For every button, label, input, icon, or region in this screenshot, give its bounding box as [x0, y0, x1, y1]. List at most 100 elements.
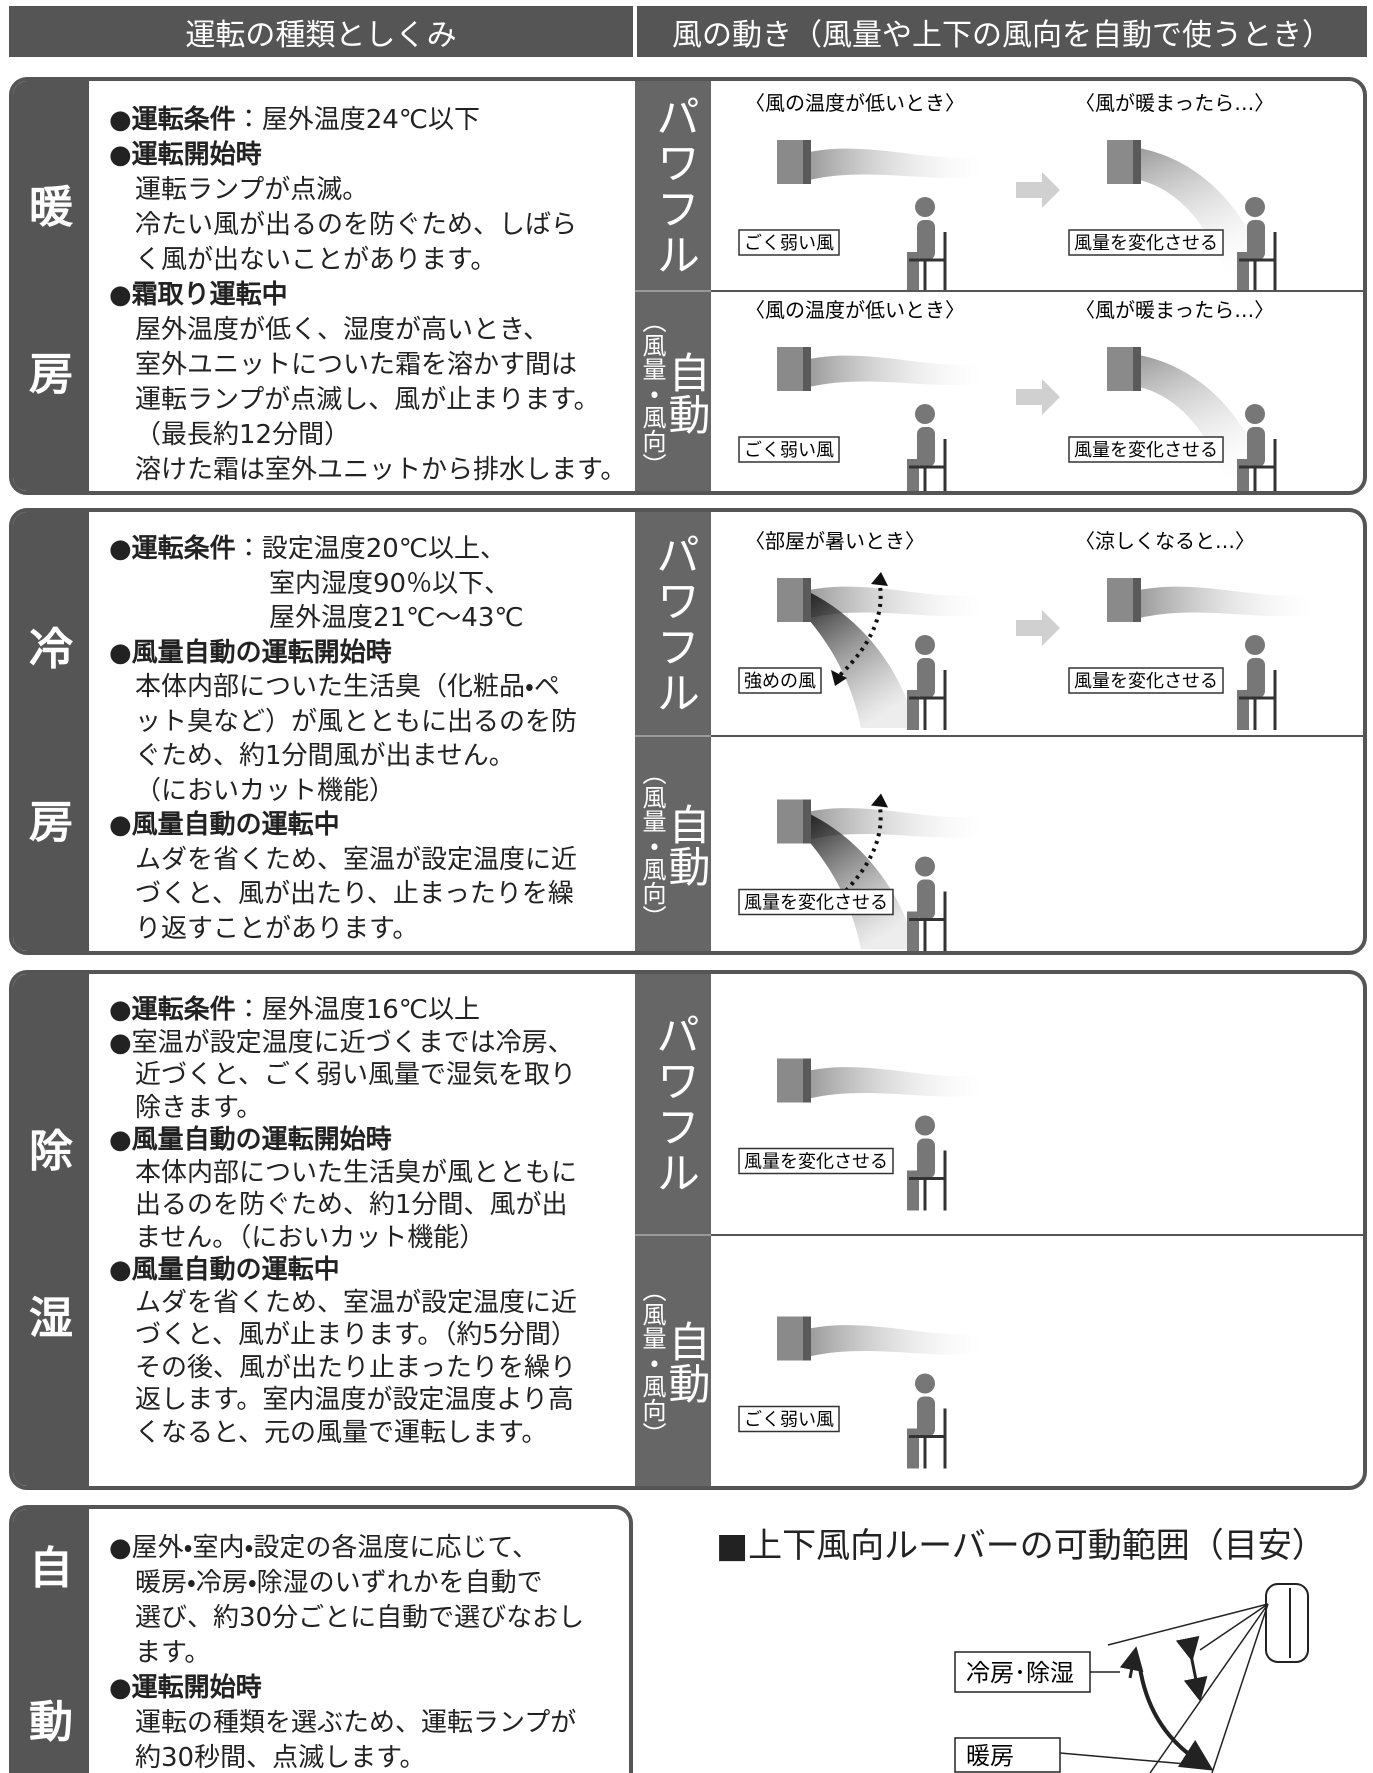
text-body: 除きます。 — [135, 1092, 263, 1123]
text-body: 本体内部についた生活臭が風とともに — [135, 1157, 578, 1188]
text-body: 冷たい風が出るのを防ぐため、しばら — [135, 210, 578, 240]
text-heading: ●風量自動の運転中 — [109, 1255, 340, 1285]
airflow-label: 風量を変化させる — [744, 893, 888, 914]
row-diagram: 〈部屋が暑いとき〉 〈涼しくなると…〉 強めの風 風量を変化させる — [711, 512, 1363, 735]
person-head — [915, 1115, 935, 1136]
text-line: 約30秒間、点滅します。 — [109, 1741, 584, 1773]
text-body: 運転ランプが点滅。 — [135, 175, 369, 205]
text-line: づくと、風が出たり、止まったりを繰 — [109, 877, 577, 912]
indoor-unit-edge — [1133, 347, 1141, 391]
text-line: くなると、元の風量で運転します。 — [109, 1417, 577, 1450]
text-line: ●運転開始時 — [109, 138, 626, 173]
mode-char: 湿 — [29, 1292, 73, 1344]
scene — [777, 140, 983, 292]
scene — [777, 1058, 983, 1211]
text-line: ません。（においカット機能） — [109, 1222, 577, 1255]
text-line: 室内湿度90％以下、 — [109, 567, 577, 602]
text-body: 屋外温度が低く、湿度が高いとき、 — [135, 315, 550, 345]
swing-arrow — [837, 801, 883, 899]
text-line: 返します。室内温度が設定温度より高 — [109, 1384, 577, 1417]
text-line: 運転の種類を選ぶため、運転ランプが — [109, 1706, 584, 1741]
header-left: 運転の種類としくみ — [9, 6, 633, 57]
row-label-text: パワフル — [648, 1012, 699, 1196]
airflow-label-box — [738, 1147, 894, 1175]
text-line: 選び、約30分ごとに自動で選びなおし — [109, 1601, 584, 1636]
airflow-label-box — [738, 888, 894, 916]
row-label-main: 自動 — [662, 350, 711, 435]
text-body: くなると、元の風量で運転します。 — [135, 1417, 548, 1448]
mode-char: 房 — [29, 797, 73, 848]
person-body — [1247, 427, 1265, 467]
indoor-unit-edge — [803, 799, 811, 844]
text-body: り返すことがあります。 — [135, 913, 419, 944]
airflow-diagram: 〈部屋が暑いとき〉 〈涼しくなると…〉強めの風 風量を変化させる — [738, 529, 1313, 730]
text-line: ット臭など）が風とともに出るのを防 — [109, 705, 577, 740]
indoor-unit-edge — [803, 140, 811, 184]
row-label-main: 自動 — [662, 1320, 711, 1404]
text-line: 冷たい風が出るのを防ぐため、しばら — [109, 208, 626, 243]
louver-label: 冷房･除湿 — [966, 1659, 1074, 1687]
person-leg — [1237, 459, 1249, 491]
scene — [777, 347, 983, 491]
airflow-diagram: 風量を変化させる — [738, 1058, 983, 1211]
text-line: ムダを省くため、室温が設定温度に近 — [109, 843, 577, 878]
text-line: ●運転条件：屋外温度16℃以上 — [109, 994, 577, 1027]
text-line: ぐため、約1分間風が出ません。 — [109, 739, 577, 774]
chair — [909, 439, 947, 491]
person-body — [917, 220, 935, 260]
person-leg — [907, 1428, 919, 1469]
chair — [909, 1150, 947, 1211]
mode-section: 自動 ●屋外・室内・設定の各温度に応じて、 暖房・冷房・除湿のいずれかを自動で 選び、… — [9, 1505, 633, 1773]
scene-caption: 〈涼しくなると…〉 — [1075, 529, 1255, 553]
text-body: その後、風が出たり止まったりを繰り — [135, 1352, 576, 1383]
row-label: （風量・風向） 自動 — [635, 1234, 711, 1486]
scene — [1107, 347, 1277, 491]
text-body: 返します。室内温度が設定温度より高 — [135, 1385, 574, 1415]
text-body: ット臭など）が風とともに出るのを防 — [135, 706, 578, 737]
swing-arrow — [837, 579, 883, 678]
row-label: パワフル — [635, 512, 711, 735]
text-heading: ●風量自動の運転開始時 — [109, 637, 392, 668]
text-body: 近づくと、ごく弱い風量で湿気を取り — [135, 1060, 576, 1090]
chair — [1239, 439, 1277, 491]
arrow-head — [831, 670, 847, 686]
scene-caption: 〈風の温度が低いとき〉 — [745, 298, 965, 322]
person-leg — [907, 1170, 919, 1211]
mode-description: ●運転条件：屋外温度24℃以下 ●運転開始時 運転ランプが点滅。冷たい風が出るのを防… — [109, 103, 626, 488]
text-line: 溶けた霜は室外ユニットから排水します。 — [109, 453, 626, 488]
mode-char: 房 — [29, 348, 73, 400]
airflow-diagram: 風量を変化させる — [738, 793, 983, 951]
text-line: 除きます。 — [109, 1092, 577, 1125]
person-body — [917, 1138, 935, 1179]
scene-caption: 〈風が暖まったら…〉 — [1075, 298, 1274, 322]
person-head — [915, 1373, 935, 1394]
airflow-label: 風量を変化させる — [1074, 233, 1218, 254]
text-line: づくと、風が止まります。（約5分間） — [109, 1319, 577, 1352]
mode-description: ●運転条件：設定温度20℃以上、 室内湿度90％以下、 屋外温度21℃～43℃ ●風量… — [109, 532, 577, 946]
text-body: 出るのを防ぐため、約1分間、風が出 — [135, 1190, 568, 1220]
person-leg — [907, 459, 919, 491]
person-leg — [907, 911, 919, 951]
person-head — [915, 197, 935, 217]
text-body: ●屋外・室内・設定の各温度に応じて、 — [109, 1533, 539, 1563]
airflow-label: 風量を変化させる — [744, 1152, 888, 1173]
person-head — [1245, 635, 1265, 655]
text-heading: ●霜取り運転中 — [109, 280, 288, 310]
text-body: づくと、風が出たり、止まったりを繰 — [135, 879, 574, 909]
text-line: り返すことがあります。 — [109, 912, 577, 947]
airflow-label-box — [738, 436, 840, 463]
row-label-sub: （風量・風向） — [638, 761, 666, 929]
airflow-label-box — [1068, 667, 1224, 694]
row-diagram: 〈風の温度が低いとき〉 〈風が暖まったら…〉 ごく弱い風 風量を変化させる — [711, 290, 1363, 491]
text-line: ●風量自動の運転中 — [109, 808, 577, 843]
mode-section: 暖房 ●運転条件：屋外温度24℃以下 ●運転開始時 運転ランプが点滅。冷たい風が出るの… — [9, 77, 1367, 495]
indoor-unit-edge — [803, 1058, 811, 1103]
mode-char: 暖 — [29, 181, 73, 233]
text-line: ●運転条件：屋外温度24℃以下 — [109, 103, 626, 138]
mode-label: 除湿 — [13, 974, 89, 1486]
mode-char: 冷 — [29, 624, 73, 675]
chair — [909, 232, 947, 292]
text-body: ●室温が設定温度に近づくまでは冷房、 — [109, 1027, 574, 1058]
